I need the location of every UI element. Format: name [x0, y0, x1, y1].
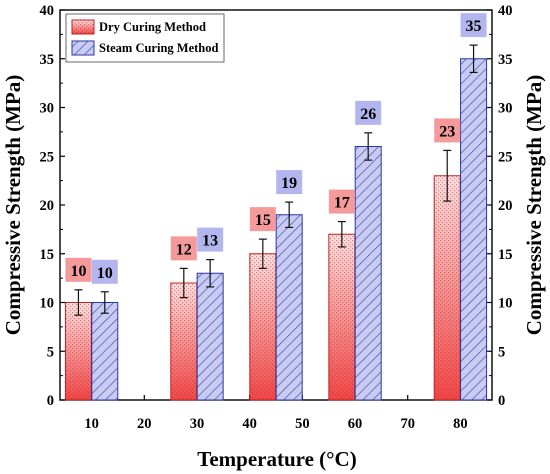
y-axis-title-left: Compressive Strength (MPa): [1, 75, 25, 336]
y-axis-title-right: Compressive Strength (MPa): [522, 75, 546, 336]
value-label-steam: 13: [202, 233, 218, 250]
y-tick-label-right: 25: [498, 149, 513, 165]
y-tick-label-right: 30: [498, 101, 513, 117]
value-labels: 10 12 15 17 23 10 13 19 26 35: [65, 13, 487, 284]
legend: Dry Curing Method Steam Curing Method: [65, 13, 225, 63]
bar-dry-curing-texture: [249, 253, 276, 400]
legend-swatch-steam: [71, 40, 95, 56]
value-label-box-dry: [434, 118, 461, 143]
x-tick-label: 80: [453, 416, 468, 432]
value-label-dry: 10: [70, 263, 86, 280]
bar-steam-curing: [275, 214, 303, 401]
bar-steam-curing: [460, 58, 488, 401]
value-label-dry: 17: [334, 195, 350, 212]
y-tick-label-right: 15: [498, 247, 513, 263]
value-label-box-dry: [170, 236, 197, 261]
y-tick-label-right: 40: [498, 3, 513, 19]
y-tick-label-left: 30: [40, 101, 55, 117]
bar-series: [64, 44, 488, 401]
y-tick-label-right: 0: [498, 393, 505, 409]
value-label-box-steam: [276, 170, 303, 195]
y-tick-label-left: 20: [40, 198, 55, 214]
bar-steam-curing: [196, 272, 224, 401]
bar-dry-curing-texture: [170, 283, 197, 400]
value-label-dry: 23: [439, 123, 455, 140]
value-label-box-dry: [249, 207, 276, 232]
x-tick-label: 70: [400, 416, 415, 432]
x-axis-title: Temperature (°C): [197, 447, 356, 471]
y-axis-left: 0 5 10 15 20 25 30 35 40: [40, 3, 65, 409]
x-tick-label: 40: [242, 416, 257, 432]
x-tick-label: 10: [84, 416, 99, 432]
value-label-steam: 26: [360, 106, 376, 123]
legend-swatch-dry-dots: [72, 20, 94, 34]
x-tick-label: 30: [190, 416, 205, 432]
value-label-dry: 15: [255, 212, 271, 229]
value-label-box-steam: [91, 259, 118, 284]
y-tick-label-left: 40: [40, 3, 55, 19]
value-label-box-dry: [65, 257, 92, 282]
bar-steam-curing: [91, 302, 119, 401]
y-tick-label-right: 5: [498, 344, 505, 360]
y-tick-label-left: 0: [47, 393, 54, 409]
bar-dry-curing-texture: [328, 234, 355, 400]
value-label-steam: 19: [281, 175, 297, 192]
value-label-steam: 35: [466, 18, 482, 35]
value-label-steam: 10: [97, 265, 113, 282]
x-axis: 10 20 30 40 50 60 70 80: [84, 395, 468, 432]
x-tick-label: 50: [295, 416, 310, 432]
y-tick-label-left: 35: [40, 52, 55, 68]
x-tick-label: 20: [137, 416, 152, 432]
y-tick-label-left: 15: [40, 247, 55, 263]
legend-label-steam: Steam Curing Method: [99, 41, 218, 55]
y-tick-label-left: 25: [40, 149, 55, 165]
y-tick-label-left: 10: [40, 296, 55, 312]
value-label-box-dry: [328, 189, 355, 214]
bar-dry-curing-texture: [65, 302, 92, 400]
y-tick-label-right: 10: [498, 296, 513, 312]
y-axis-right: 0 5 10 15 20 25 30 35 40: [487, 3, 513, 409]
value-label-dry: 12: [176, 241, 192, 258]
y-tick-label-left: 5: [47, 344, 54, 360]
legend-label-dry: Dry Curing Method: [99, 20, 206, 34]
x-tick-label: 60: [348, 416, 363, 432]
y-tick-label-right: 35: [498, 52, 513, 68]
value-label-box-steam: [460, 13, 487, 38]
bar-dry-curing-texture: [434, 175, 461, 400]
value-label-box-steam: [197, 227, 224, 252]
y-tick-label-right: 20: [498, 198, 513, 214]
value-label-box-steam: [355, 100, 382, 125]
bar-steam-curing: [354, 146, 382, 401]
